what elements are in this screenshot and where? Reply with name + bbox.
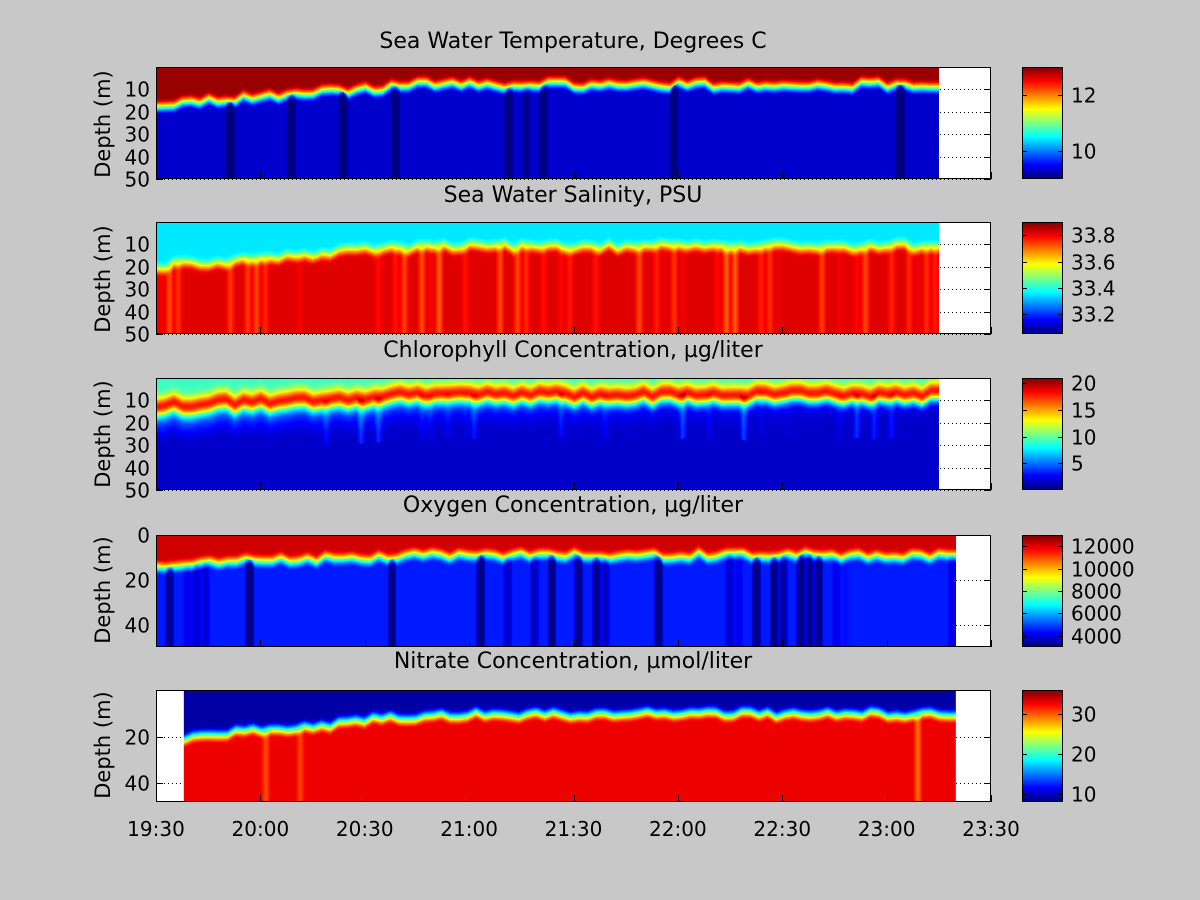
chlorophyll-ytick-label: 10 — [125, 389, 150, 413]
chlorophyll-colorbar-tick-label: 15 — [1071, 399, 1096, 423]
oxygen-ytick-label: 0 — [137, 524, 150, 548]
nitrate-heatmap — [183, 690, 956, 802]
chlorophyll-heatmap — [156, 378, 939, 490]
salinity-colorbar — [1022, 222, 1063, 334]
oxygen-heatmap — [156, 535, 956, 647]
oxygen-colorbar-tick-label: 4000 — [1071, 625, 1122, 649]
chlorophyll-ytick-label: 50 — [125, 479, 150, 503]
time-tick-label: 22:00 — [649, 817, 707, 841]
chlorophyll-title: Chlorophyll Concentration, µg/liter — [383, 338, 763, 363]
salinity-ytick-label: 20 — [125, 256, 150, 280]
salinity-colorbar-ticks: 33.233.433.6 33.8 — [1022, 224, 1116, 327]
temperature-axes-frame — [156, 67, 991, 179]
salinity-panel: Sea Water Salinity, PSU Depth (m) 102030… — [91, 183, 1116, 347]
chlorophyll-colorbar-ticks: 510 15 20 — [1022, 372, 1096, 476]
salinity-ytick-label: 30 — [125, 278, 150, 302]
salinity-ytick-label: 10 — [125, 233, 150, 257]
time-tick-label: 23:00 — [858, 817, 916, 841]
oxygen-axes-frame — [156, 535, 991, 647]
oxygen-colorbar-tick-label: 10000 — [1071, 558, 1135, 582]
oxygen-colorbar — [1022, 535, 1063, 647]
chlorophyll-ytick-label: 40 — [125, 457, 150, 481]
temperature-ytick-label: 40 — [125, 146, 150, 170]
chlorophyll-ytick-label: 30 — [125, 434, 150, 458]
temperature-ytick-label: 20 — [125, 101, 150, 125]
time-tick-label: 19:30 — [127, 817, 185, 841]
chlorophyll-colorbar-tick-label: 5 — [1071, 452, 1084, 476]
time-tick-label: 21:30 — [545, 817, 603, 841]
temperature-colorbar-frame — [1022, 67, 1063, 179]
chlorophyll-panel: Chlorophyll Concentration, µg/liter Dept… — [91, 338, 1096, 503]
temperature-heatmap — [156, 67, 939, 179]
temperature-colorbar-tick-label: 10 — [1071, 140, 1096, 164]
temperature-panel: Sea Water Temperature, Degrees C Depth (… — [91, 29, 1096, 192]
salinity-colorbar-tick-label: 33.6 — [1071, 251, 1116, 275]
temperature-ytick-label: 10 — [125, 78, 150, 102]
nitrate-ytick-label: 20 — [125, 726, 150, 750]
salinity-axes-frame — [156, 222, 991, 334]
salinity-title: Sea Water Salinity, PSU — [444, 183, 703, 208]
time-tick-label: 21:00 — [440, 817, 498, 841]
chlorophyll-colorbar-frame — [1022, 378, 1063, 490]
time-tick-label: 20:30 — [336, 817, 394, 841]
nitrate-colorbar-frame — [1022, 690, 1063, 802]
salinity-colorbar-frame — [1022, 222, 1063, 334]
nitrate-colorbar-tick-label: 20 — [1071, 743, 1096, 767]
oxygen-colorbar-tick-label: 12000 — [1071, 535, 1135, 559]
nitrate-colorbar-ticks: 10 20 30 — [1022, 703, 1096, 807]
oxygen-ylabel: Depth (m) — [91, 536, 115, 643]
time-tick-label: 23:30 — [962, 817, 1020, 841]
chlorophyll-ylabel: Depth (m) — [91, 380, 115, 487]
temperature-colorbar-tick-label: 12 — [1071, 84, 1096, 108]
chlorophyll-ytick-label: 20 — [125, 412, 150, 436]
salinity-ytick-label: 50 — [125, 323, 150, 347]
nitrate-colorbar-tick-label: 10 — [1071, 783, 1096, 807]
salinity-ylabel: Depth (m) — [91, 225, 115, 332]
chlorophyll-colorbar-tick-label: 10 — [1071, 426, 1096, 450]
nitrate-colorbar-tick-label: 30 — [1071, 703, 1096, 727]
salinity-heatmap — [156, 222, 939, 334]
chlorophyll-axes-frame — [156, 378, 991, 490]
nitrate-title: Nitrate Concentration, µmol/liter — [394, 649, 753, 674]
oxygen-colorbar-tick-label: 8000 — [1071, 580, 1122, 604]
nitrate-ytick-label: 40 — [125, 772, 150, 796]
oxygen-panel: Oxygen Concentration, µg/liter Depth (m)… — [91, 493, 1135, 649]
chlorophyll-colorbar — [1022, 378, 1063, 490]
nitrate-ylabel: Depth (m) — [91, 691, 115, 798]
temperature-ytick-label: 50 — [125, 168, 150, 192]
time-tick-label: 22:30 — [753, 817, 811, 841]
salinity-colorbar-tick-label: 33.8 — [1071, 224, 1116, 248]
time-axis-ticks: 19:30 20:00 20:30 21:00 21:30 22:00 22:30 23:00… — [127, 172, 1020, 841]
oxygen-ytick-label: 20 — [125, 569, 150, 593]
oxygen-colorbar-tick-label: 6000 — [1071, 602, 1122, 626]
salinity-colorbar-tick-label: 33.4 — [1071, 277, 1116, 301]
oxygen-ytick-label: 40 — [125, 614, 150, 638]
temperature-colorbar-ticks: 10 12 — [1022, 84, 1096, 164]
temperature-title: Sea Water Temperature, Degrees C — [379, 29, 766, 54]
time-tick-label: 20:00 — [232, 817, 290, 841]
nitrate-axes-frame — [156, 690, 991, 802]
oxygen-title: Oxygen Concentration, µg/liter — [403, 493, 744, 518]
temperature-colorbar — [1022, 67, 1063, 179]
nitrate-colorbar — [1022, 690, 1063, 802]
chlorophyll-colorbar-tick-label: 20 — [1071, 372, 1096, 396]
temperature-ylabel: Depth (m) — [91, 70, 115, 177]
salinity-colorbar-tick-label: 33.2 — [1071, 303, 1116, 327]
nitrate-panel: Nitrate Concentration, µmol/liter Depth … — [91, 649, 1096, 807]
temperature-ytick-label: 30 — [125, 123, 150, 147]
salinity-ytick-label: 40 — [125, 301, 150, 325]
